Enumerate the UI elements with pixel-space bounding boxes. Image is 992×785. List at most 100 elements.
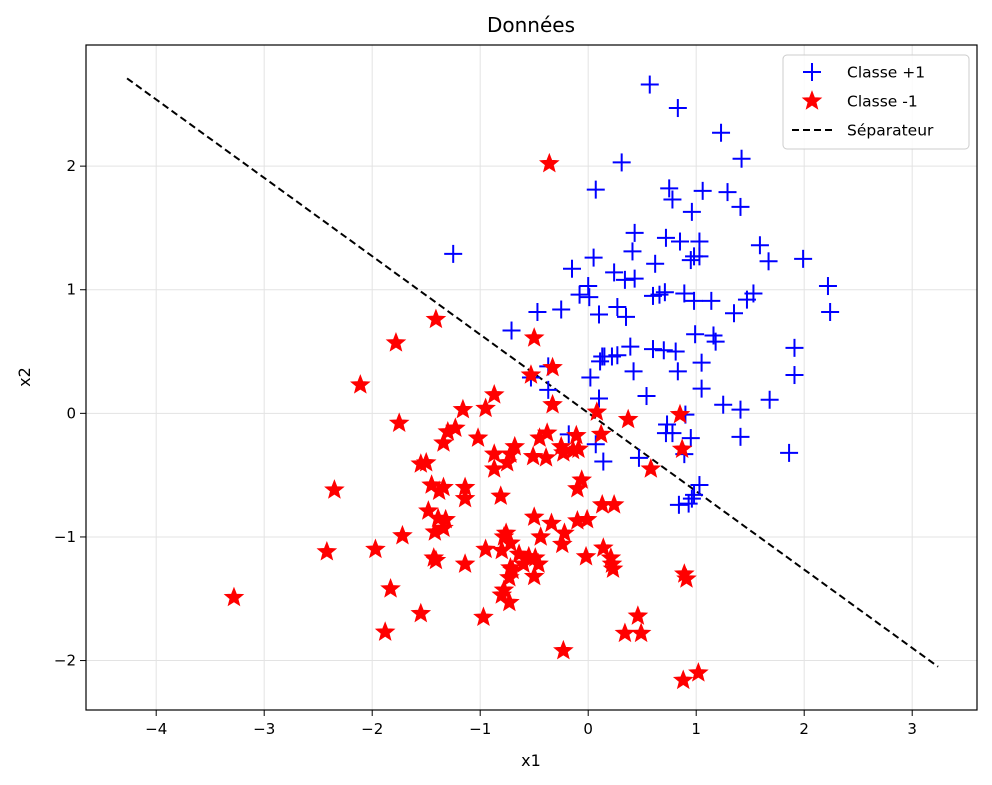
data-point-plus [671,232,689,251]
data-point-star [425,549,447,570]
data-point-star [630,622,652,643]
data-point-plus [444,244,463,263]
data-point-star [508,543,530,564]
data-point-plus [685,485,704,504]
data-point-star [433,476,454,497]
data-point-plus [780,443,799,462]
data-point-plus [644,340,662,359]
data-point-star [672,669,694,690]
data-point-plus [552,300,571,319]
data-point-plus [637,387,656,406]
data-point-plus [608,346,627,365]
data-point-plus [750,236,769,255]
data-point-star [539,152,560,173]
legend-marker-star [801,90,823,110]
data-point-plus [528,302,547,321]
data-point-star [350,374,371,394]
y-tick-label: 2 [66,157,76,175]
data-point-star [528,553,549,573]
data-point-plus [580,288,599,307]
legend-marker-plus [803,63,821,81]
data-point-plus [654,341,673,360]
data-point-star [593,537,614,557]
data-point-star [475,538,496,559]
data-point-star [520,364,542,384]
data-point-star [553,639,574,660]
data-point-plus [629,448,648,467]
data-point-star [324,479,345,499]
data-point-plus [669,495,688,514]
data-point-plus [563,259,581,278]
data-point-plus [718,183,737,202]
data-point-star [640,458,662,478]
x-tick-label: 0 [583,720,593,738]
data-point-star [542,393,563,414]
x-tick-label: −4 [145,720,167,738]
data-point-star [437,421,459,441]
data-point-star [541,512,562,533]
x-tick-label: 1 [691,720,701,738]
data-point-star [388,412,410,432]
data-point-star [523,327,545,347]
data-point-star [454,553,476,573]
data-point-star [483,458,505,478]
data-point-plus [681,429,700,448]
data-point-plus [586,435,605,454]
data-point-star [576,508,598,529]
legend-box [782,54,970,150]
data-point-plus [586,180,605,199]
data-point-star [535,447,557,467]
y-tick-label: 0 [66,404,76,422]
data-point-plus [617,307,635,326]
data-point-plus [623,242,642,261]
data-point-plus [785,338,804,357]
data-point-plus [605,263,624,282]
data-point-plus [686,325,705,344]
data-point-plus [625,269,644,288]
data-point-star [536,422,558,442]
data-point-plus [693,181,712,200]
data-point-star [523,506,545,526]
data-point-plus [794,249,813,268]
data-point-plus [681,251,700,270]
data-point-plus [624,362,643,381]
data-point-star [499,591,520,612]
data-point-star [530,526,551,546]
data-point-plus [663,190,682,209]
data-point-star [676,568,697,588]
data-point-star [424,521,446,541]
data-point-plus [692,353,711,372]
y-axis-title: x2 [15,367,34,387]
data-point-star [380,578,401,598]
y-tick-label: −2 [54,652,76,670]
data-point-star [385,332,407,352]
data-point-plus [646,254,665,273]
data-point-plus [744,284,763,303]
data-point-plus [581,368,600,387]
data-point-star [473,606,494,627]
data-point-star [499,566,520,587]
data-point-plus [656,228,675,247]
data-point-plus [731,427,750,446]
data-point-plus [731,400,750,419]
data-point-star [542,356,563,377]
data-point-star [433,432,454,452]
data-point-star [551,533,573,554]
legend-label: Classe -1 [847,93,918,111]
data-point-star [454,487,476,508]
data-point-star [590,423,612,444]
data-point-plus [760,390,779,409]
data-point-plus [655,283,674,302]
data-point-star [483,383,505,404]
data-point-star [601,553,623,573]
data-point-plus [682,489,701,508]
x-axis-title: x1 [521,751,541,770]
data-point-star [669,403,691,424]
data-point-plus [785,366,804,385]
x-tick-label: −2 [361,720,383,738]
y-tick-label: −1 [54,528,76,546]
data-point-plus [759,252,778,271]
data-point-plus [682,202,701,221]
data-point-star [586,401,608,421]
data-point-star [491,539,513,560]
